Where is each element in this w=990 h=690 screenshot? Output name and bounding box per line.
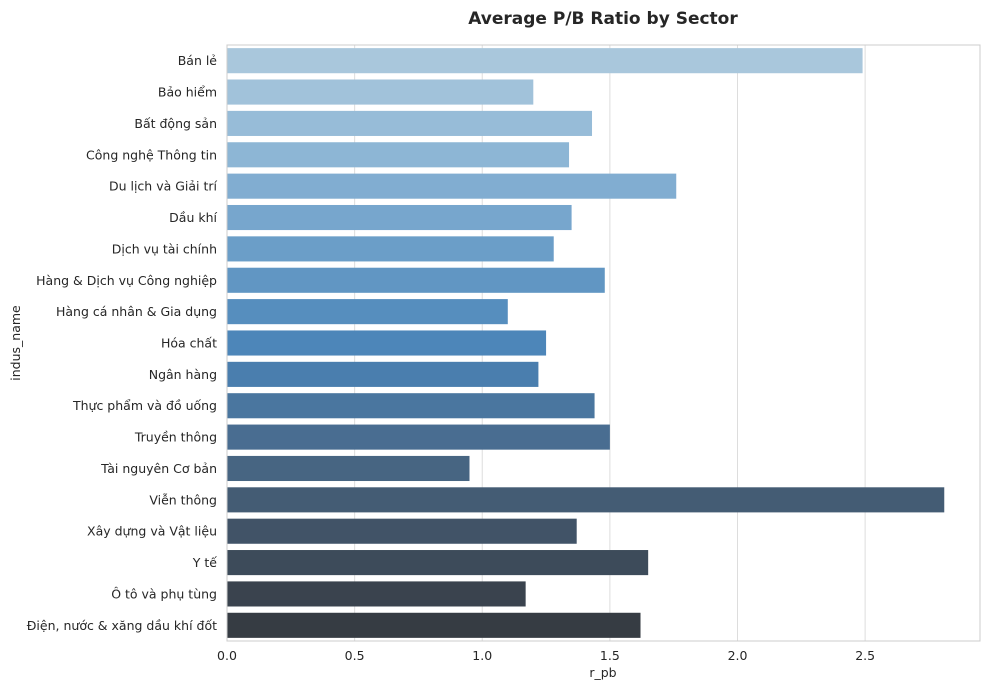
x-tick-label: 1.5 xyxy=(600,648,620,663)
y-tick-label: Điện, nước & xăng dầu khí đốt xyxy=(27,618,217,633)
y-tick-label: Du lịch và Giải trí xyxy=(109,179,218,194)
bar xyxy=(227,110,593,136)
x-tick-label: 2.0 xyxy=(728,648,748,663)
bars xyxy=(227,48,945,638)
bar xyxy=(227,550,649,576)
y-tick-label: Dịch vụ tài chính xyxy=(112,241,217,256)
y-tick-label: Truyền thông xyxy=(134,430,217,445)
y-tick-label: Xây dựng và Vật liệu xyxy=(87,524,217,539)
bar xyxy=(227,424,610,450)
x-axis-label: r_pb xyxy=(589,665,616,680)
y-tick-label: Ô tô và phụ tùng xyxy=(111,586,217,601)
chart-title: Average P/B Ratio by Sector xyxy=(468,9,738,29)
x-tick-label: 0.5 xyxy=(345,648,365,663)
x-tick-labels: 0.0 0.5 1.0 1.5 2.0 2.5 xyxy=(217,648,875,663)
bar xyxy=(227,79,534,105)
y-tick-label: Bán lẻ xyxy=(178,53,218,68)
y-tick-label: Hàng cá nhân & Gia dụng xyxy=(56,304,217,319)
y-tick-label: Hàng & Dịch vụ Công nghiệp xyxy=(36,273,217,288)
bar xyxy=(227,393,595,419)
bar xyxy=(227,299,508,325)
y-tick-label: Viễn thông xyxy=(149,492,217,507)
y-tick-label: Bất động sản xyxy=(134,116,217,131)
x-tick-label: 2.5 xyxy=(855,648,875,663)
y-axis-label: indus_name xyxy=(8,305,23,381)
y-tick-label: Y tế xyxy=(192,555,218,570)
y-tick-label: Bảo hiểm xyxy=(158,85,217,100)
y-tick-label: Dầu khí xyxy=(169,210,217,225)
y-tick-label: Hóa chất xyxy=(161,336,217,351)
x-tick-label: 0.0 xyxy=(217,648,237,663)
bar xyxy=(227,236,554,262)
bar xyxy=(227,330,547,356)
y-tick-label: Ngân hàng xyxy=(149,367,217,382)
bar xyxy=(227,612,641,638)
bar xyxy=(227,204,572,231)
bar xyxy=(227,487,945,513)
bar xyxy=(227,267,605,293)
plot-frame xyxy=(226,44,981,642)
y-tick-label: Tài nguyên Cơ bản xyxy=(100,461,217,476)
bar xyxy=(227,361,539,387)
y-tick-label: Thực phẩm và đồ uống xyxy=(72,398,217,413)
bar xyxy=(227,173,677,199)
bar xyxy=(227,142,570,168)
y-tick-label: Công nghệ Thông tin xyxy=(86,147,217,162)
y-tick-labels: Bán lẻ Bảo hiểm Bất động sản Công nghệ Thôn… xyxy=(27,53,218,633)
bar xyxy=(227,518,577,544)
bar xyxy=(227,581,526,607)
x-tick-label: 1.0 xyxy=(472,648,492,663)
bar xyxy=(227,48,863,74)
bar xyxy=(227,455,470,482)
